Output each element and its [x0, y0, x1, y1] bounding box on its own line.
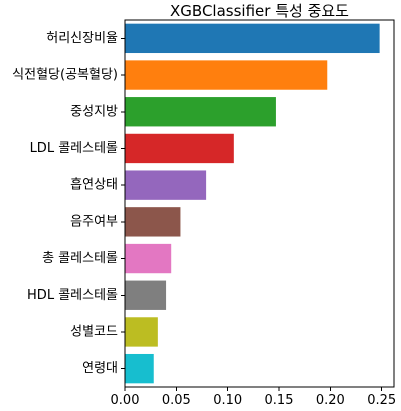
bar-8: [125, 280, 167, 310]
x-tick-label: 0.15: [265, 393, 294, 408]
x-tick-label: 0.00: [111, 393, 140, 408]
y-tick-label: LDL 콜레스테롤: [30, 141, 118, 156]
y-tick-label: 음주여부: [70, 214, 118, 229]
y-tick-label: 연령대: [82, 361, 118, 376]
plot-frame: [124, 19, 395, 388]
bar-7: [125, 243, 172, 274]
y-tick-label: 중성지방: [70, 104, 118, 119]
x-tick-label: 0.25: [367, 393, 396, 408]
x-tick-label: 0.20: [316, 393, 345, 408]
bar-4: [125, 133, 234, 164]
bar-5: [125, 170, 207, 200]
bar-9: [125, 317, 158, 347]
bar-3: [125, 97, 276, 127]
x-axis: 0.00 0.05 0.10 0.15 0.20 0.25: [111, 387, 396, 408]
bar-6: [125, 207, 181, 237]
bars-group: [125, 23, 380, 384]
chart-title: XGBClassifier 특성 중요도: [170, 2, 349, 20]
x-tick-label: 0.05: [162, 393, 191, 408]
x-tick-label: 0.10: [213, 393, 242, 408]
y-tick-label: 성별코드: [70, 324, 118, 339]
y-tick-label: 흡연상태: [70, 178, 118, 193]
bar-1: [125, 23, 380, 54]
bar-2: [125, 60, 328, 90]
y-tick-label: 총 콜레스테롤: [42, 251, 118, 266]
y-tick-label: HDL 콜레스테롤: [27, 288, 118, 303]
y-tick-label: 식전혈당(공복혈당): [12, 68, 118, 83]
y-tick-label: 허리신장비율: [46, 31, 118, 46]
bar-10: [125, 353, 154, 384]
